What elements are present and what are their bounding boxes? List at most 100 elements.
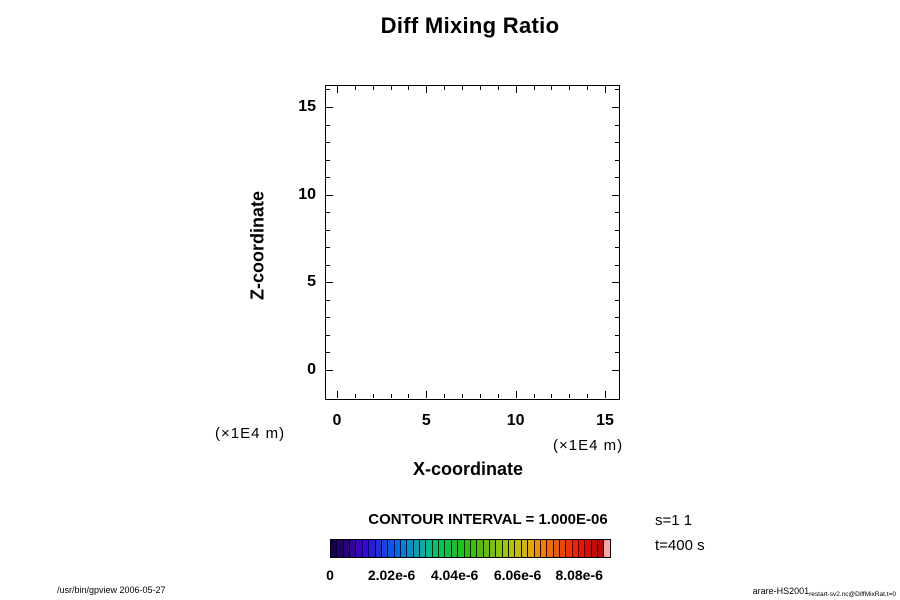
y-tick-label: 15 [298,98,316,115]
colorbar-segment [604,540,610,557]
y-tick-mark [326,194,333,196]
footer-program-stamp: /usr/bin/gpview 2006-05-27 [57,585,166,595]
colorbar-segment [489,540,497,557]
colorbar-segment [426,540,433,557]
x-minor-tick-mark [587,86,589,90]
y-tick-mark [326,282,333,284]
colorbar-segment [375,540,382,557]
y-minor-tick-mark [326,334,330,336]
colorbar-segment [553,540,560,557]
colorbar-segment [362,540,370,557]
colorbar-segment [356,540,363,557]
colorbar-segment [331,540,338,557]
x-tick-mark [426,86,428,93]
y-tick-label: 5 [307,273,316,291]
colorbar-segment [521,540,529,557]
colorbar-segment [381,540,389,557]
y-minor-tick-mark [615,352,619,354]
y-minor-tick-mark [615,317,619,319]
x-minor-tick-mark [569,86,571,90]
colorbar-segment [350,540,357,557]
x-minor-tick-mark [551,86,553,90]
y-minor-tick-mark [615,159,619,161]
colorbar-segment [464,540,471,557]
colorbar-segment [477,540,484,557]
colorbar-segment [534,540,541,557]
x-tick-mark [337,86,338,93]
colorbar-segment [388,540,395,557]
x-minor-tick-mark [533,86,535,90]
colorbar-segment [502,540,510,557]
x-minor-tick-mark [372,86,374,90]
y-minor-tick-mark [326,89,330,91]
y-minor-tick-mark [326,264,330,266]
x-minor-tick-mark [479,86,481,90]
y-minor-tick-mark [326,352,330,354]
y-tick-label: 0 [307,361,316,378]
colorbar-segment [598,540,605,557]
x-minor-tick-mark [444,86,446,90]
x-minor-tick-mark [354,86,356,90]
y-minor-tick-mark [615,334,619,336]
colorbar-segment [458,540,465,557]
x-tick-mark [426,391,428,398]
y-minor-tick-mark [326,229,330,231]
colorbar-segment [432,540,440,557]
time-annotation: t=400 s [655,537,705,554]
x-minor-tick-mark [390,394,392,398]
x-minor-tick-mark [569,394,571,398]
x-axis-label: X-coordinate [412,459,523,479]
colorbar-segment [496,540,503,557]
x-minor-tick-mark [372,394,374,398]
slice-annotation: s=1 1 [655,512,693,529]
colorbar-tick-label: 4.04e-6 [430,567,479,583]
colorbar-segment [451,540,459,557]
y-minor-tick-mark [326,177,330,179]
contour-interval-label: CONTOUR INTERVAL = 1.000E-06 [368,511,608,528]
colorbar-segment [343,540,351,557]
colorbar-tick-label: 2.02e-6 [367,567,416,583]
y-minor-tick-mark [615,142,619,144]
colorbar-segment [547,540,554,557]
x-tick-mark [605,391,606,398]
y-tick-label: 10 [298,185,316,203]
x-tick-mark [605,86,606,93]
x-minor-tick-mark [390,86,392,90]
colorbar-segment [559,540,567,557]
x-minor-tick-mark [551,394,553,398]
y-tick-mark [612,194,619,196]
footer-dataset-main: arare-HS2001 [752,586,810,596]
colorbar-segment [572,540,580,557]
x-tick-label: 15 [596,412,614,429]
x-minor-tick-mark [497,86,499,90]
colorbar-segment [470,540,478,557]
colorbar-segment [445,540,452,557]
colorbar-segment [528,540,535,557]
colorbar-tick-label: 8.08e-6 [555,567,603,583]
colorbar-segment [413,540,421,557]
colorbar-segment [540,540,548,557]
colorbar-segment [420,540,427,557]
colorbar-segment [585,540,592,557]
colorbar-segment [407,540,414,557]
colorbar-segment [337,540,344,557]
y-minor-tick-mark [326,299,330,301]
x-tick-mark [515,391,517,398]
colorbar [330,539,611,558]
x-minor-tick-mark [462,394,464,398]
y-minor-tick-mark [615,124,619,126]
y-minor-tick-mark [326,159,330,161]
y-tick-mark [612,370,619,371]
x-minor-tick-mark [408,86,410,90]
y-minor-tick-mark [326,317,330,319]
y-tick-mark [612,107,619,108]
y-tick-mark [326,370,333,371]
x-minor-tick-mark [587,394,589,398]
colorbar-segment [439,540,446,557]
x-tick-label: 0 [332,412,342,429]
y-minor-tick-mark [326,212,330,214]
colorbar-segment [579,540,586,557]
colorbar-tick-label: 0 [326,567,334,583]
x-minor-tick-mark [444,394,446,398]
